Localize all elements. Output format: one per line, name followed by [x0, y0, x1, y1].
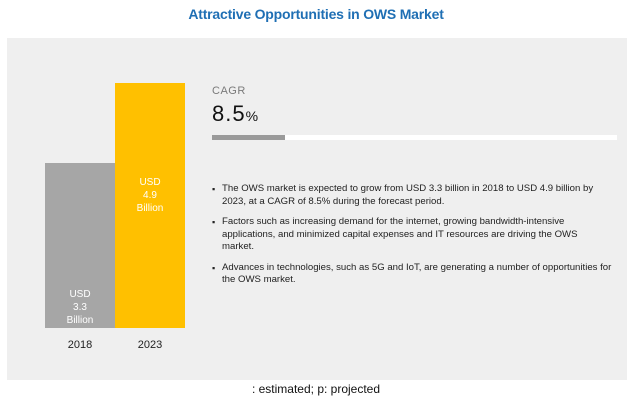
finding-item: The OWS market is expected to grow from … — [212, 183, 612, 208]
cagr-unit: % — [245, 108, 260, 124]
chart-title: Attractive Opportunities in OWS Market — [188, 6, 444, 22]
finding-item: Factors such as increasing demand for th… — [212, 216, 612, 254]
cagr-progress-track — [212, 135, 617, 140]
cagr-value: 8.5% — [212, 101, 259, 127]
x-tick-label: 2023 — [137, 339, 163, 351]
chart-panel: USD 3.3 Billion 2018 USD 4.9 Billion 2023 CAGR … — [7, 38, 627, 380]
bar-value-label: USD 4.9 Billion — [136, 177, 164, 214]
footnote: : estimated; p: projected — [251, 382, 381, 396]
cagr-label: CAGR — [212, 85, 246, 97]
cagr-number: 8.5 — [212, 101, 246, 126]
bar-plot-area: USD 3.3 Billion 2018 USD 4.9 Billion 2023 — [7, 38, 207, 380]
cagr-progress-fill — [212, 135, 285, 140]
finding-item: Advances in technologies, such as 5G and… — [212, 262, 612, 287]
bar-2023 — [115, 83, 185, 328]
bar-2018 — [45, 163, 115, 328]
x-tick-label: 2018 — [67, 339, 93, 351]
key-findings-list: The OWS market is expected to grow from … — [212, 183, 612, 295]
bar-value-label: USD 3.3 Billion — [66, 289, 94, 326]
